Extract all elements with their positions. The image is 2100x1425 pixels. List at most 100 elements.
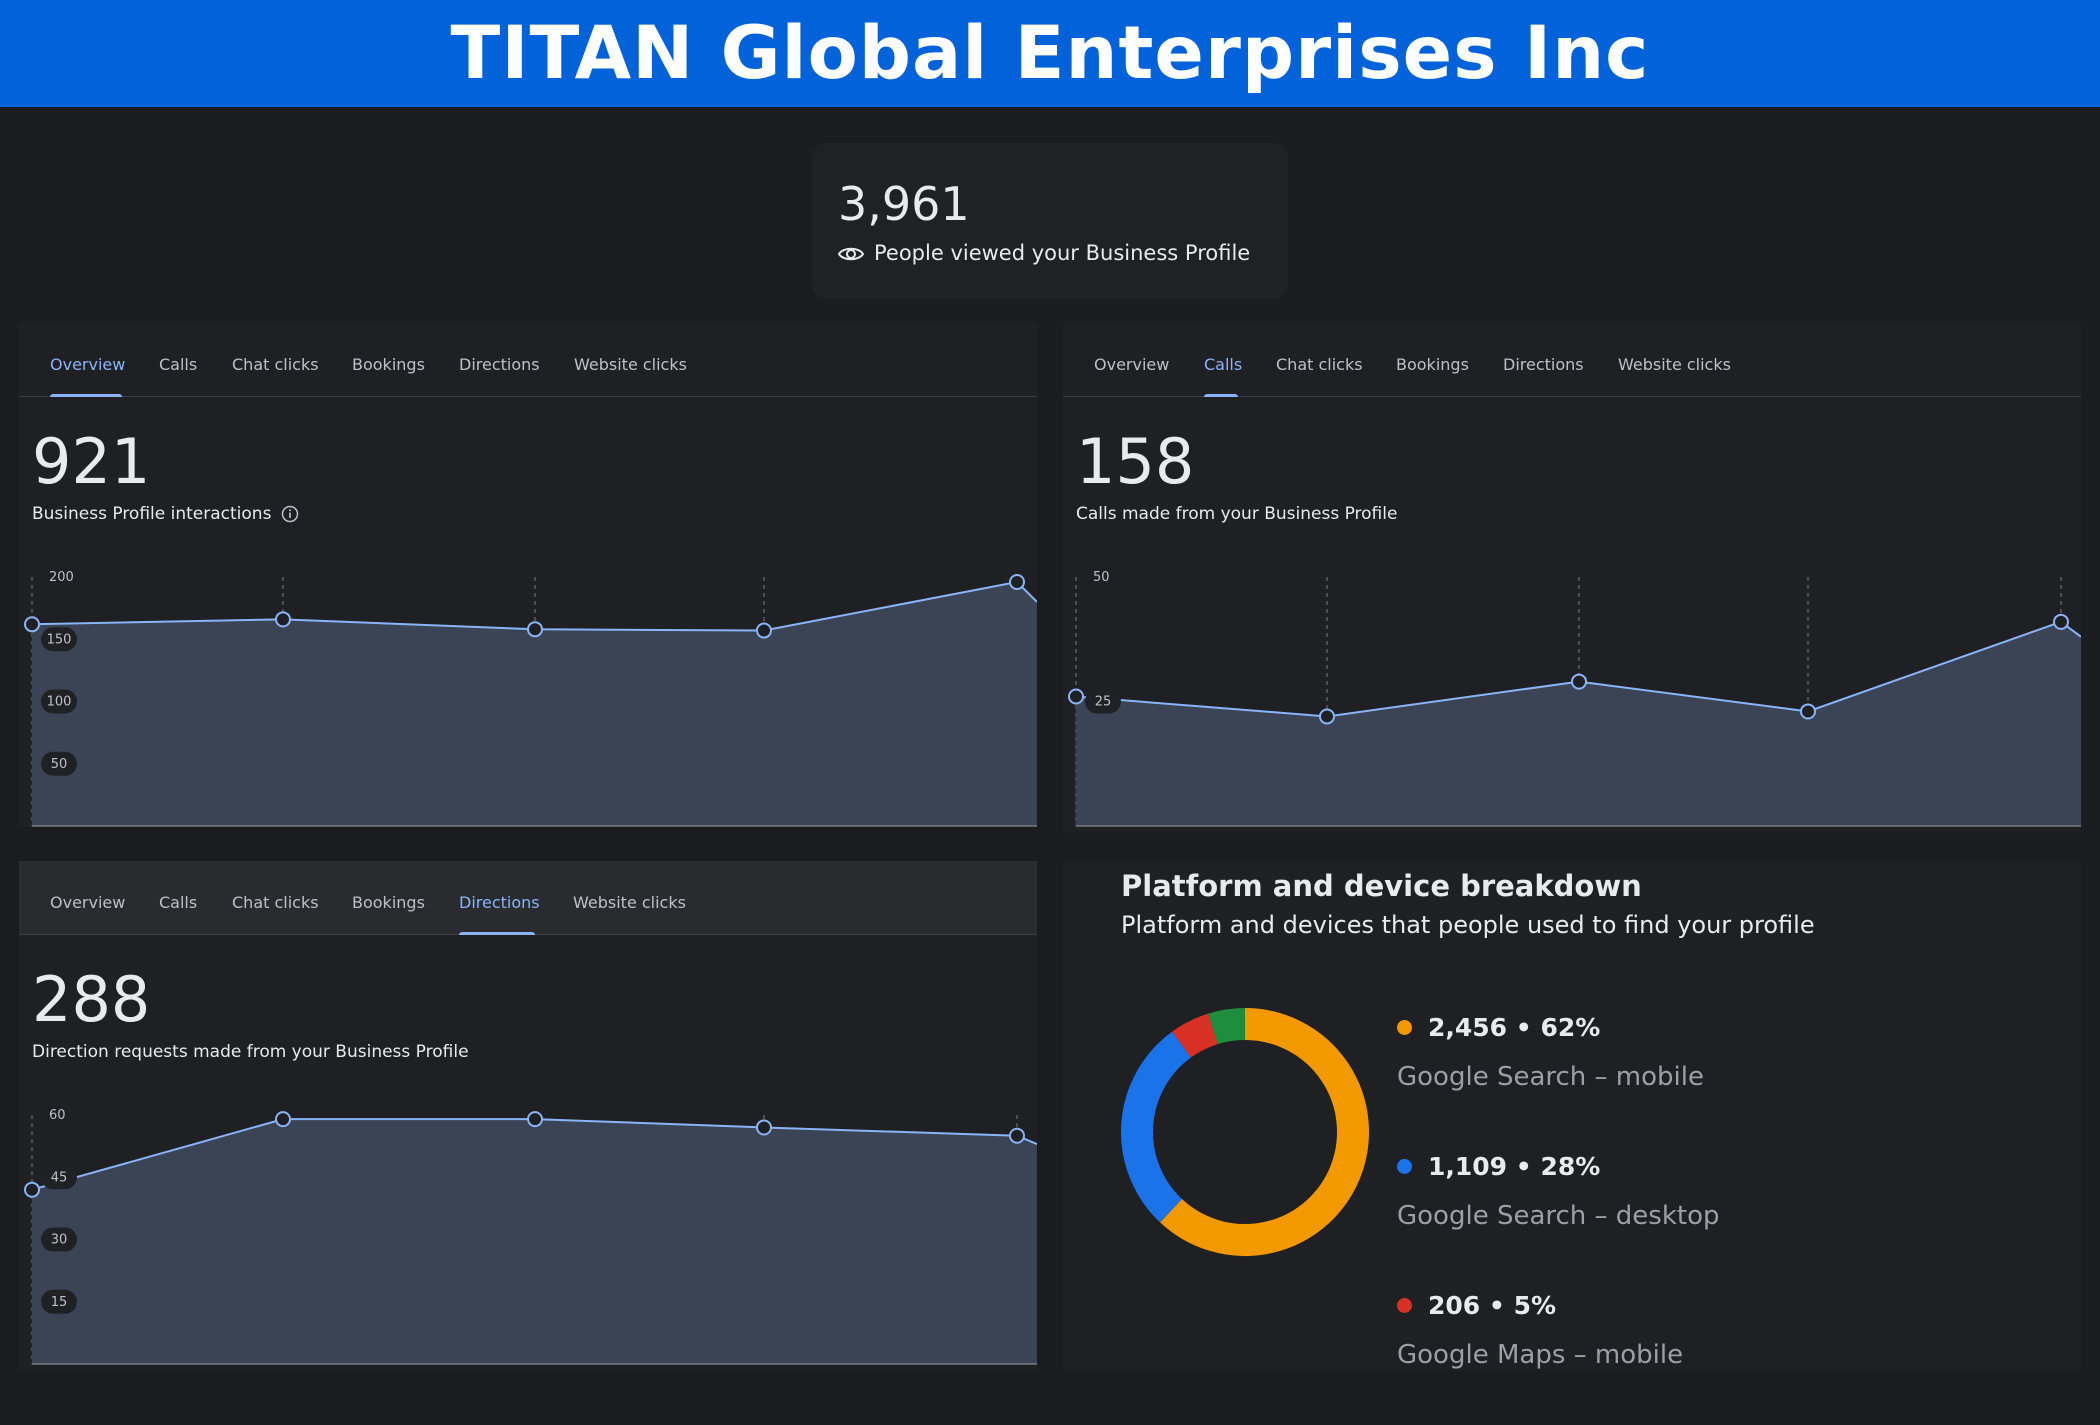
tab-chat-clicks[interactable]: Chat clicks [232,355,319,374]
tab-calls[interactable]: Calls [1204,355,1243,374]
tab-bar: Overview Calls Chat clicks Bookings Dire… [19,323,1037,397]
metric-number: 288 [32,963,151,1036]
metric-number: 158 [1076,425,1195,498]
y-tick-label: 150 [47,632,72,647]
metric-label-text: Calls made from your Business Profile [1076,504,1398,524]
views-card: 3,961 People viewed your Business Profil… [812,143,1288,299]
tab-bookings[interactable]: Bookings [352,355,425,374]
data-point [2053,613,2069,630]
tab-overview[interactable]: Overview [50,355,126,374]
y-tick-label: 50 [1093,570,1110,585]
legend-name: Google Search – desktop [1397,1201,1720,1231]
data-point [275,611,291,628]
data-point [1571,673,1587,690]
active-tab-indicator [50,394,122,397]
data-point [275,1111,291,1128]
legend-item: 1,109 • 28% Google Search – desktop [1397,1152,1720,1231]
tab-overview[interactable]: Overview [50,893,126,912]
views-label: People viewed your Business Profile [874,241,1251,265]
tick-label-bg [41,689,77,714]
metric-label: Direction requests made from your Busine… [32,1042,469,1062]
donut-slice [1160,1008,1369,1256]
interactions-chart: 200 150 100 50 [24,570,1037,827]
legend-dot [1397,1159,1412,1174]
donut-slice [1172,1013,1219,1058]
tick-label-bg [41,751,77,776]
data-point [1009,1127,1025,1144]
legend-dot [1397,1298,1412,1313]
metric-number: 921 [32,425,151,498]
tab-bookings[interactable]: Bookings [352,893,425,912]
legend-value-row: 1,109 • 28% [1397,1152,1720,1181]
info-icon[interactable] [281,505,299,523]
eye-icon [837,244,865,262]
tick-label-bg [41,1227,77,1252]
legend-dot [1397,1020,1412,1035]
y-tick-label: 45 [51,1170,68,1185]
tab-overview[interactable]: Overview [1094,355,1170,374]
y-tick-label: 25 [1095,695,1112,710]
legend-item: 206 • 5% Google Maps – mobile [1397,1291,1683,1370]
tab-chat-clicks[interactable]: Chat clicks [232,893,319,912]
tab-directions[interactable]: Directions [1503,355,1584,374]
data-point [527,621,543,638]
interactions-panel: Overview Calls Chat clicks Bookings Dire… [19,323,1037,827]
active-tab-indicator [1204,394,1238,397]
y-tick-label: 50 [51,757,68,772]
area-fill [32,1119,1037,1364]
active-tab-indicator [459,932,535,935]
tick-label-bg [1085,689,1121,714]
directions-chart: 60 45 30 15 [24,1108,1037,1365]
data-point [1068,688,1084,705]
data-point [1800,703,1816,720]
directions-panel: Overview Calls Chat clicks Bookings Dire… [19,861,1037,1371]
tab-directions[interactable]: Directions [459,355,540,374]
data-point [527,1111,543,1128]
tab-website-clicks[interactable]: Website clicks [574,355,687,374]
tab-website-clicks[interactable]: Website clicks [573,893,686,912]
tab-bar: Overview Calls Chat clicks Bookings Dire… [1063,323,2081,397]
tab-chat-clicks[interactable]: Chat clicks [1276,355,1363,374]
y-tick-label: 15 [51,1295,68,1310]
data-point [756,1119,772,1136]
data-point [24,616,40,633]
y-tick-label: 60 [49,1108,66,1123]
legend-value-row: 2,456 • 62% [1397,1013,1704,1042]
legend-name: Google Search – mobile [1397,1062,1704,1092]
tick-label-bg [41,1289,77,1314]
calls-chart: 50 25 [1068,570,2081,827]
legend-value: 2,456 • 62% [1428,1013,1601,1042]
metric-label-text: Business Profile interactions [32,504,272,524]
platform-donut-chart [1121,1008,1369,1256]
tab-website-clicks[interactable]: Website clicks [1618,355,1731,374]
data-point [1009,573,1025,590]
metric-label: Business Profile interactions [32,504,299,524]
area-fill [32,581,1037,826]
tab-calls[interactable]: Calls [159,893,198,912]
calls-panel: Overview Calls Chat clicks Bookings Dire… [1063,323,2081,833]
views-caption: People viewed your Business Profile [837,241,1251,265]
legend-value-row: 206 • 5% [1397,1291,1683,1320]
donut-slice [1121,1031,1192,1223]
legend-value: 1,109 • 28% [1428,1152,1601,1181]
metric-label-text: Direction requests made from your Busine… [32,1042,469,1062]
y-tick-label: 30 [51,1233,68,1248]
tab-bar: Overview Calls Chat clicks Bookings Dire… [19,861,1037,935]
breakdown-title: Platform and device breakdown [1121,869,1642,903]
page-title: TITAN Global Enterprises Inc [450,11,1650,96]
tab-bookings[interactable]: Bookings [1396,355,1469,374]
area-fill [1076,621,2081,826]
tick-label-bg [41,627,77,652]
data-point [24,1181,40,1198]
platform-breakdown-panel: Platform and device breakdown Platform a… [1063,861,2081,1371]
data-point [1319,708,1335,725]
tab-directions[interactable]: Directions [459,893,540,912]
data-point [756,622,772,639]
donut-slice [1208,1008,1246,1045]
metric-label: Calls made from your Business Profile [1076,504,1397,524]
legend-value: 206 • 5% [1428,1291,1557,1320]
tab-calls[interactable]: Calls [159,355,198,374]
legend-item: 2,456 • 62% Google Search – mobile [1397,1013,1704,1092]
header-banner: TITAN Global Enterprises Inc [0,0,2100,107]
breakdown-subtitle: Platform and devices that people used to… [1121,911,1815,939]
